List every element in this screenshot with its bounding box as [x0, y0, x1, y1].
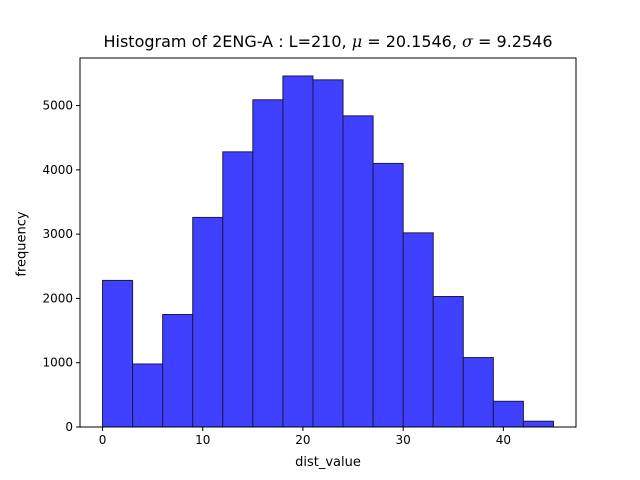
histogram-bar	[222, 151, 254, 428]
histogram-bar	[132, 363, 164, 428]
x-tick-label: 10	[195, 433, 210, 447]
title-mu-value: = 20.1546,	[362, 32, 463, 51]
x-axis-label: dist_value	[295, 455, 361, 470]
histogram-bar	[432, 296, 464, 428]
y-axis-ticks: 0 1000 2000 3000 4000 5000	[42, 99, 80, 434]
y-tick-label: 4000	[42, 163, 73, 177]
histogram-bar	[282, 75, 314, 428]
plot-frame	[79, 57, 577, 428]
y-tick-label: 0	[65, 420, 73, 434]
x-tick-label: 30	[396, 433, 411, 447]
y-tick-label: 3000	[42, 227, 73, 241]
title-prefix: Histogram of 2ENG-A : L=210,	[103, 32, 352, 51]
y-tick-label: 2000	[42, 291, 73, 305]
chart-title: Histogram of 2ENG-A : L=210, μ = 20.1546…	[0, 32, 640, 51]
histogram-bar	[342, 115, 374, 428]
x-tick-label: 20	[295, 433, 310, 447]
x-tick-label: 40	[496, 433, 511, 447]
histogram-bar	[372, 162, 404, 428]
histogram-bar	[252, 99, 284, 428]
y-axis-label: frequency	[14, 211, 30, 277]
histogram-bars	[102, 75, 554, 428]
x-axis-ticks: 0 10 20 30 40	[99, 427, 511, 447]
histogram-bar	[492, 400, 524, 428]
y-tick-label: 5000	[42, 99, 73, 113]
histogram-bar	[102, 279, 134, 428]
x-tick-label: 0	[99, 433, 107, 447]
histogram-bar	[462, 357, 494, 428]
title-sigma-value: = 9.2546	[472, 32, 553, 51]
histogram-bar	[522, 420, 554, 428]
title-mu-symbol: μ	[351, 32, 363, 51]
histogram-bar	[312, 79, 344, 428]
histogram-bar	[402, 232, 434, 428]
title-sigma-symbol: σ	[462, 32, 473, 51]
y-tick-label: 1000	[42, 356, 73, 370]
histogram-bar	[162, 314, 194, 428]
histogram-bar	[192, 216, 224, 428]
